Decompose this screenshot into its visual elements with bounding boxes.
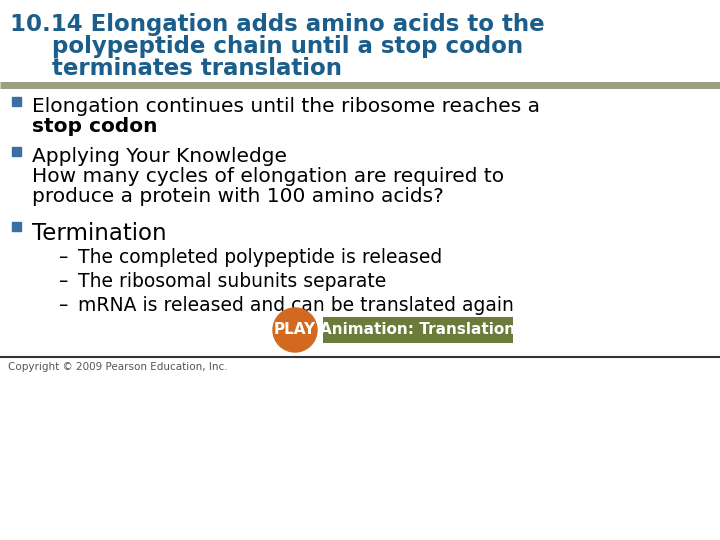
Text: Copyright © 2009 Pearson Education, Inc.: Copyright © 2009 Pearson Education, Inc. [8, 362, 228, 372]
Text: The completed polypeptide is released: The completed polypeptide is released [78, 248, 442, 267]
Text: Applying Your Knowledge: Applying Your Knowledge [32, 147, 287, 166]
Text: –: – [58, 248, 67, 267]
Bar [12, 146, 21, 156]
Text: polypeptide chain until a stop codon: polypeptide chain until a stop codon [52, 35, 523, 58]
Text: Termination: Termination [32, 222, 166, 245]
Bar [12, 97, 21, 105]
Text: stop codon: stop codon [32, 117, 158, 136]
Text: mRNA is released and can be translated again: mRNA is released and can be translated a… [78, 296, 514, 315]
Text: terminates translation: terminates translation [52, 57, 342, 80]
Text: produce a protein with 100 amino acids?: produce a protein with 100 amino acids? [32, 187, 444, 206]
FancyBboxPatch shape [323, 317, 513, 343]
Circle shape [273, 308, 317, 352]
Text: –: – [58, 296, 67, 315]
Text: –: – [58, 272, 67, 291]
Text: 10.14 Elongation adds amino acids to the: 10.14 Elongation adds amino acids to the [10, 13, 544, 36]
Text: How many cycles of elongation are required to: How many cycles of elongation are requir… [32, 167, 504, 186]
Text: The ribosomal subunits separate: The ribosomal subunits separate [78, 272, 386, 291]
Bar [12, 221, 21, 231]
Text: Elongation continues until the ribosome reaches a: Elongation continues until the ribosome … [32, 97, 540, 116]
Text: Animation: Translation: Animation: Translation [320, 322, 516, 338]
Text: PLAY: PLAY [274, 322, 316, 338]
